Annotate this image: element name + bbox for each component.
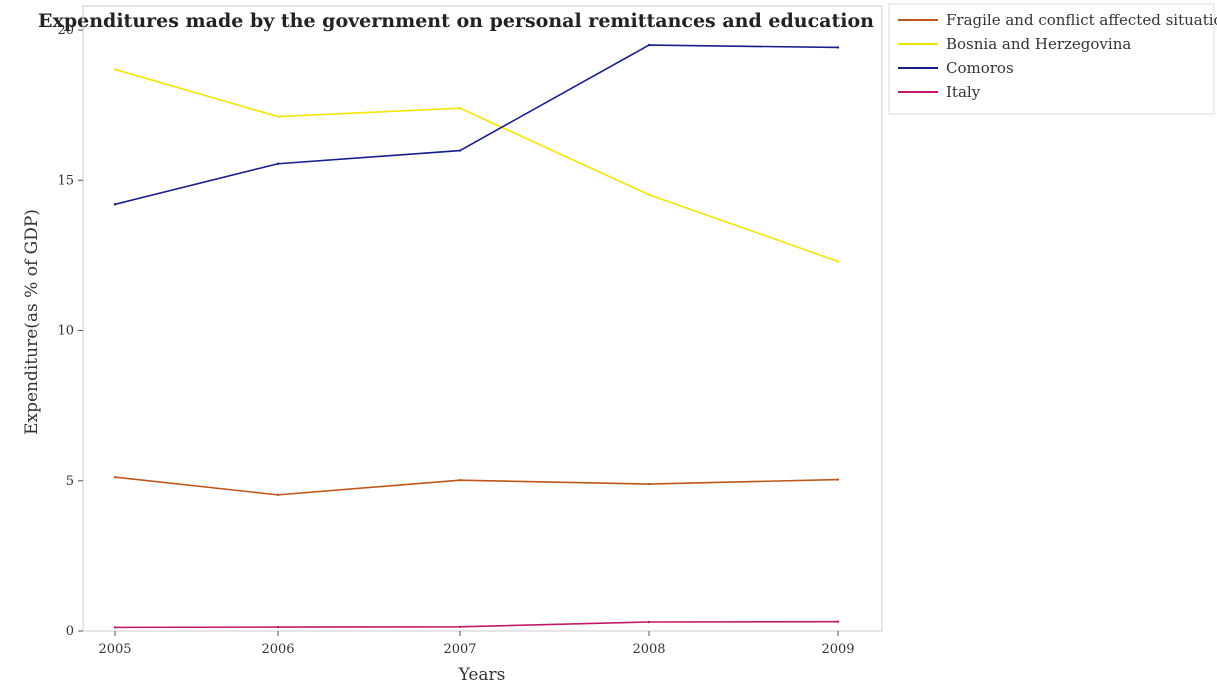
data-point-bosnia-and-herzegovina xyxy=(113,68,117,71)
legend: Fragile and conflict affected situations… xyxy=(888,3,1217,115)
data-point-bosnia-and-herzegovina xyxy=(458,106,462,110)
legend-box xyxy=(888,3,1215,115)
y-tick-label: 20 xyxy=(57,23,74,38)
x-axis: 2005 2006 2007 2008 2009 xyxy=(98,631,855,657)
series-line-bosnia-and-herzegovina xyxy=(114,68,839,263)
y-tick-label: 5 xyxy=(66,474,74,489)
legend-label: Italy xyxy=(946,83,981,101)
x-axis-label: Years xyxy=(458,665,506,685)
plot-border xyxy=(82,5,883,632)
data-point-bosnia-and-herzegovina xyxy=(836,260,840,263)
series-line-italy xyxy=(114,620,839,629)
data-point-comoros xyxy=(836,46,840,49)
series-line-fragile-and-conflict-affected-situations xyxy=(114,476,839,496)
y-axis: 0 5 10 15 20 xyxy=(57,23,83,639)
data-point-comoros xyxy=(647,43,651,47)
x-tick-label: 2007 xyxy=(443,642,476,657)
data-point-italy xyxy=(458,625,462,628)
chart-title: Expenditures made by the government on p… xyxy=(38,10,874,32)
data-point-comoros xyxy=(276,162,280,165)
x-tick-label: 2006 xyxy=(261,642,294,657)
legend-label: Bosnia and Herzegovina xyxy=(946,35,1131,53)
data-point-bosnia-and-herzegovina xyxy=(647,193,651,196)
series-line-comoros xyxy=(114,44,839,206)
data-point-fragile-and-conflict-affected-situations xyxy=(647,482,651,486)
series-lines xyxy=(113,43,840,629)
x-tick-label: 2008 xyxy=(632,642,665,657)
y-tick-label: 10 xyxy=(57,324,74,339)
data-point-bosnia-and-herzegovina xyxy=(276,115,280,118)
data-point-fragile-and-conflict-affected-situations xyxy=(113,475,117,479)
data-point-fragile-and-conflict-affected-situations xyxy=(836,478,840,481)
data-point-italy xyxy=(113,626,117,629)
y-tick-label: 0 xyxy=(66,624,74,639)
x-tick-label: 2009 xyxy=(821,642,854,657)
data-point-italy xyxy=(276,625,280,629)
data-point-italy xyxy=(836,620,840,623)
legend-label: Comoros xyxy=(946,59,1014,77)
y-tick-label: 15 xyxy=(57,173,74,188)
legend-label: Fragile and conflict affected situations xyxy=(946,11,1217,29)
data-point-comoros xyxy=(113,203,117,206)
x-tick-label: 2005 xyxy=(98,642,131,657)
data-point-fragile-and-conflict-affected-situations xyxy=(276,493,280,497)
data-point-italy xyxy=(647,620,651,624)
data-point-comoros xyxy=(458,149,462,152)
data-point-fragile-and-conflict-affected-situations xyxy=(458,478,462,482)
plot-area xyxy=(82,5,883,632)
y-axis-label: Expenditure(as % of GDP) xyxy=(22,209,42,435)
